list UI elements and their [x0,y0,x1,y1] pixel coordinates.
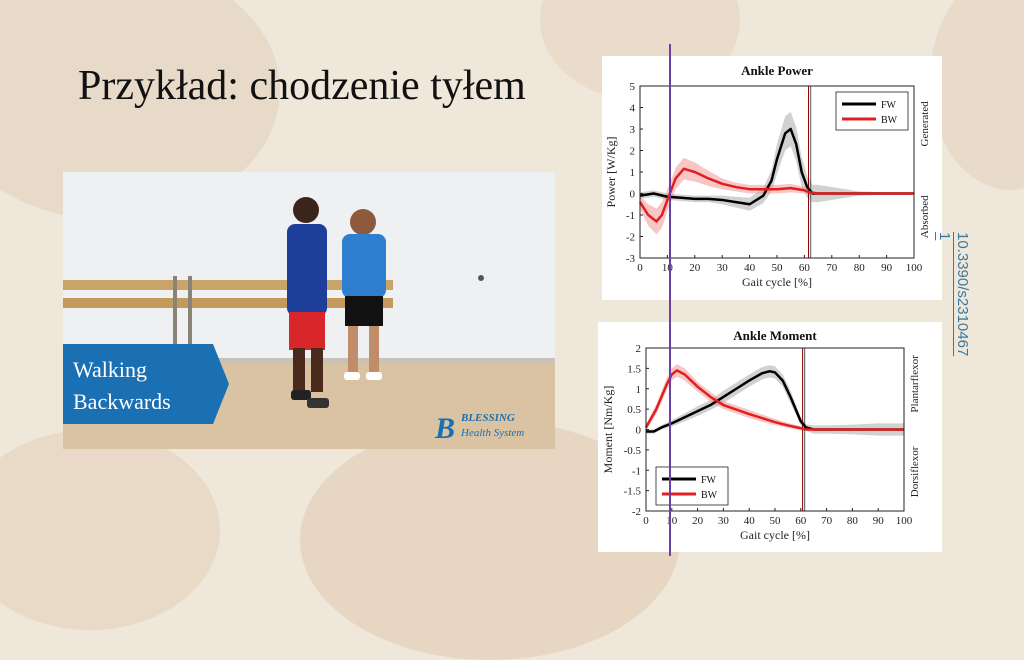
y-tick-label: -2 [626,232,635,244]
x-tick-label: 90 [873,515,885,527]
x-axis-label: Gait cycle [%] [742,275,812,289]
x-tick-label: 60 [795,515,807,527]
legend-label-fw: FW [881,100,897,111]
x-tick-label: 10 [666,515,678,527]
series-line-bw [644,369,904,431]
x-tick-label: 90 [881,262,893,274]
slide-title: Przykład: chodzenie tyłem [78,63,526,109]
chart-title: Ankle Moment [733,328,817,343]
bar-bracket [173,276,177,362]
x-tick-label: 70 [826,262,838,274]
video-frame[interactable]: Walking Backwards B BLESSING Health Syst… [63,172,555,449]
legend-label-fw: FW [701,475,717,486]
y-tick-label: -0.5 [624,445,642,457]
x-tick-label: 0 [637,262,643,274]
y-tick-label: 1 [636,384,642,396]
x-tick-label: 50 [772,262,784,274]
x-tick-label: 40 [744,515,756,527]
right-label-top: Plantarflexor [909,355,921,413]
right-label-top: Generated [919,101,931,147]
y-tick-label: 0 [636,425,642,437]
x-tick-label: 30 [717,262,729,274]
y-tick-label: -2 [632,506,641,518]
video-scene: Walking Backwards B BLESSING Health Syst… [63,172,555,449]
y-axis-label: Power [W/Kg] [604,137,618,208]
x-axis-label: Gait cycle [%] [740,528,810,542]
chart-ankle-moment: Ankle Moment 0 10 20 30 40 50 60 70 80 90 100 -2 -1.5… [598,322,942,552]
ballet-bar-bottom [63,298,393,308]
x-tick-label: 80 [847,515,859,527]
bar-bracket [188,276,192,362]
y-tick-label: 1 [630,167,636,179]
person-trainer [342,209,386,380]
y-tick-label: 3 [630,124,636,136]
person-walking [287,197,329,408]
caption-banner [63,344,229,424]
logo-icon: B [434,412,455,445]
x-tick-label: 30 [718,515,730,527]
logo-name: BLESSING [460,412,515,424]
y-tick-label: 1.5 [627,363,641,375]
legend-label-bw: BW [881,115,898,126]
logo-subtitle: Health System [460,427,524,439]
x-tick-label: 20 [692,515,704,527]
series-band-bw [646,364,904,431]
legend-label-bw: BW [701,490,718,501]
x-tick-label: 60 [799,262,811,274]
y-tick-label: 0 [630,189,636,201]
legend-box [835,91,909,131]
ballet-bar-top [63,280,393,290]
x-tick-label: 80 [854,262,866,274]
x-tick-label: 50 [770,515,782,527]
chart-ankle-power: Ankle Power 0 10 20 30 40 50 60 70 80 90 100 -3 -2 -1 0… [602,56,942,300]
y-tick-label: 5 [630,81,636,93]
x-tick-label: 100 [906,262,923,274]
chart-title: Ankle Power [741,63,813,78]
legend-box [655,466,729,506]
background-swirl [0,430,220,630]
caption-line-2: Backwards [73,389,171,414]
right-label-bottom: Absorbed [919,195,931,238]
y-tick-label: 2 [636,343,642,355]
x-tick-label: 0 [643,515,649,527]
y-axis-label: Moment [Nm/Kg] [601,386,615,474]
y-tick-label: 2 [630,146,636,158]
x-tick-label: 100 [896,515,913,527]
y-tick-label: -1.5 [624,486,642,498]
x-tick-label: 40 [744,262,756,274]
doi-line-1: 10.3390/s2310467 [954,232,971,357]
baseboard [63,358,555,364]
y-tick-label: -1 [632,465,641,477]
series-line-bw [638,167,914,223]
x-tick-label: 20 [689,262,701,274]
right-label-bottom: Dorsiflexor [909,446,921,497]
background-swirl [930,0,1024,190]
y-tick-label: -1 [626,210,635,222]
caption-line-1: Walking [73,357,147,382]
y-tick-label: 4 [630,103,636,115]
x-tick-label: 70 [821,515,833,527]
y-tick-label: 0.5 [627,404,641,416]
y-tick-label: -3 [626,253,636,265]
doi-link[interactable]: 10.3390/s2310467 1 [935,232,971,356]
x-tick-label: 10 [662,262,674,274]
wall-fixture [478,275,484,281]
ankle-power-plot: Ankle Power 0 10 20 30 40 50 60 70 80 90 100 -3 -2 -1 0… [604,63,931,289]
time-marker-line [669,44,671,556]
doi-line-2: 1 [936,232,953,241]
